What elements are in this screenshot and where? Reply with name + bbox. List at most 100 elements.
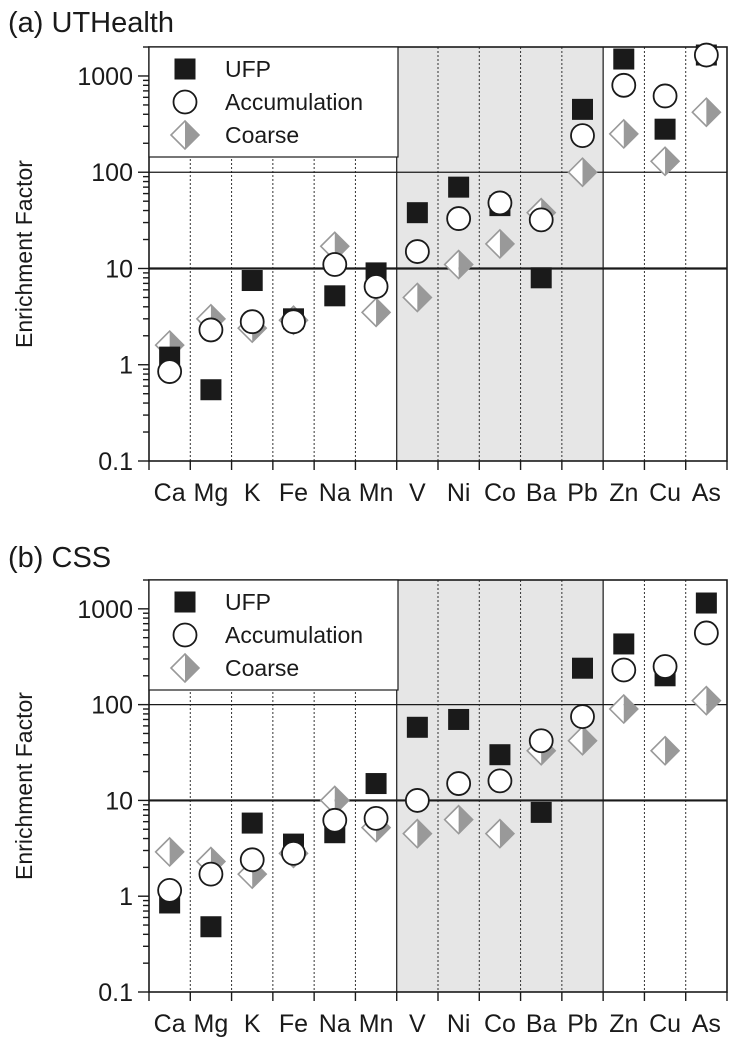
data-point-ufp — [406, 202, 428, 224]
data-point-coarse — [484, 228, 516, 260]
diamond-outline — [608, 693, 639, 725]
category-label: Ni — [447, 479, 471, 507]
category-label: Ba — [526, 479, 557, 507]
diamond-left-half — [485, 819, 500, 848]
data-point-ufp — [572, 657, 593, 679]
data-point-accumulation — [652, 654, 678, 679]
data-point-accumulation — [528, 207, 554, 233]
data-point-accumulation — [528, 728, 554, 754]
data-point-ufp — [448, 176, 470, 198]
data-point-coarse — [484, 818, 516, 849]
diamond-left-half — [609, 119, 624, 148]
legend-label: Accumulation — [225, 89, 363, 115]
legend-marker-coarse — [169, 119, 201, 151]
diamond-outline — [691, 685, 722, 716]
chart-panel-1: (a) UTHealth 0.1 1 10 100 1000 Ca Mg K Fe Na Mn V Ni C… — [8, 7, 728, 507]
data-point-accumulation — [157, 877, 183, 903]
y-tick-label: 100 — [91, 159, 133, 187]
category-label: Zn — [609, 479, 638, 507]
diamond-right-half — [706, 98, 721, 127]
diamond-left-half — [692, 686, 707, 715]
data-point-coarse — [567, 157, 598, 188]
data-point-coarse — [649, 735, 681, 766]
data-point-accumulation — [404, 239, 430, 264]
data-point-ufp — [241, 812, 263, 834]
diamond-outline — [154, 836, 185, 868]
category-label: K — [244, 479, 261, 507]
y-tick-label: 1 — [119, 352, 133, 380]
diamond-right-half — [665, 736, 680, 765]
diamond-right-half — [706, 686, 721, 715]
data-point-ufp — [572, 98, 593, 120]
legend-label: Accumulation — [225, 622, 363, 648]
category-label: Ba — [526, 1010, 557, 1038]
diamond-left-half — [444, 250, 459, 279]
legend: UFP Accumulation Coarse — [148, 579, 399, 691]
y-tick-label: 1000 — [77, 596, 133, 624]
data-point-coarse — [402, 282, 433, 313]
category-label: Fe — [279, 1010, 308, 1038]
data-point-ufp — [530, 801, 552, 823]
legend-marker-coarse — [169, 652, 201, 684]
data-point-accumulation — [281, 840, 306, 866]
diamond-right-half — [169, 837, 184, 866]
diamond-left-half — [444, 805, 459, 834]
diamond-right-half — [417, 819, 432, 848]
y-tick-label: 10 — [105, 787, 133, 815]
category-label: Mg — [194, 1010, 229, 1038]
category-label: Na — [319, 1010, 351, 1038]
diamond-right-half — [376, 298, 391, 327]
diamond-outline — [443, 249, 474, 280]
diamond-left-half — [171, 654, 185, 682]
data-point-accumulation — [239, 847, 265, 873]
diamond-right-half — [582, 726, 597, 755]
diamond-left-half — [171, 121, 185, 149]
data-point-ufp — [489, 744, 511, 766]
diamond-left-half — [320, 786, 335, 815]
diamond-left-half — [692, 98, 707, 127]
data-point-ufp — [365, 773, 387, 795]
data-point-accumulation — [487, 768, 513, 794]
legend-label: Coarse — [225, 655, 299, 681]
diamond-outline — [484, 228, 516, 260]
data-point-accumulation — [322, 252, 348, 277]
diamond-left-half — [568, 726, 583, 755]
data-point-coarse — [608, 693, 639, 725]
category-label: Fe — [279, 479, 308, 507]
data-point-ufp — [200, 916, 222, 938]
diamond-outline — [567, 725, 598, 756]
data-point-coarse — [443, 804, 474, 835]
category-label: Co — [484, 1010, 516, 1038]
data-point-accumulation — [487, 190, 513, 216]
y-axis-title: Enrichment Factor — [11, 692, 37, 880]
data-point-ufp — [530, 267, 552, 289]
diamond-right-half — [185, 121, 199, 149]
legend-marker-accumulation — [172, 89, 198, 115]
data-point-accumulation — [611, 657, 637, 683]
data-point-coarse — [443, 249, 474, 280]
legend-marker-accumulation — [172, 622, 198, 648]
data-point-ufp — [695, 592, 717, 614]
category-label: Pb — [567, 479, 598, 507]
data-point-ufp — [324, 285, 346, 307]
y-tick-label: 0.1 — [98, 448, 133, 476]
diamond-left-half — [651, 147, 666, 176]
data-point-coarse — [608, 118, 639, 150]
data-point-coarse — [567, 725, 598, 756]
diamond-outline — [649, 146, 681, 177]
y-axis-title: Enrichment Factor — [11, 160, 37, 348]
diamond-left-half — [568, 158, 583, 187]
diamond-outline — [484, 818, 516, 849]
data-point-accumulation — [693, 42, 719, 68]
category-label: Pb — [567, 1010, 598, 1038]
diamond-right-half — [582, 158, 597, 187]
data-point-accumulation — [446, 771, 472, 796]
category-label: Co — [484, 479, 516, 507]
data-point-accumulation — [570, 123, 595, 149]
y-tick-label: 1 — [119, 883, 133, 911]
diamond-outline — [169, 652, 201, 684]
category-label: Cu — [649, 479, 681, 507]
data-point-coarse — [360, 297, 392, 328]
y-tick-label: 10 — [105, 255, 133, 283]
data-point-accumulation — [570, 704, 595, 729]
